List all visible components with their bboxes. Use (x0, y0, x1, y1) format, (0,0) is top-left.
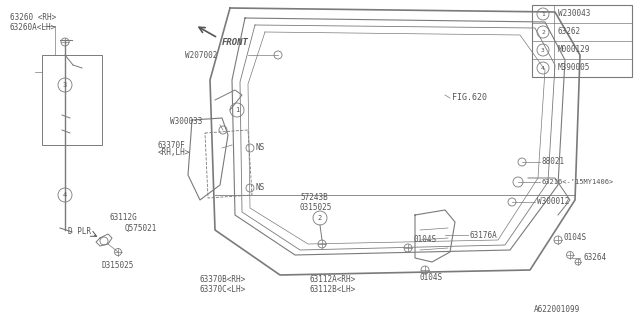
Text: 63112B<LH>: 63112B<LH> (310, 285, 356, 294)
Text: 3: 3 (541, 47, 545, 52)
Text: D PLR: D PLR (68, 228, 91, 236)
Text: 2: 2 (318, 215, 322, 221)
Bar (42, 55, 102, 145)
Text: <RH,LH>: <RH,LH> (158, 148, 190, 157)
Text: 1: 1 (235, 107, 239, 113)
Text: 63370F: 63370F (158, 140, 186, 149)
Text: FRONT: FRONT (222, 38, 249, 47)
Text: A622001099: A622001099 (534, 306, 580, 315)
Text: 63112A<RH>: 63112A<RH> (310, 276, 356, 284)
Text: 63112G: 63112G (110, 213, 138, 222)
Text: NS: NS (256, 183, 265, 193)
Text: 0104S: 0104S (564, 234, 587, 243)
Text: 63176A: 63176A (470, 230, 498, 239)
Text: 63262: 63262 (558, 28, 581, 36)
Text: Q575021: Q575021 (125, 223, 157, 233)
Text: NS: NS (256, 143, 265, 153)
Text: 63370C<LH>: 63370C<LH> (200, 285, 246, 294)
Text: 57243B: 57243B (300, 194, 328, 203)
Text: 1: 1 (541, 12, 545, 17)
Text: 88021: 88021 (542, 157, 565, 166)
Text: M390005: M390005 (558, 63, 590, 73)
Text: M000129: M000129 (558, 45, 590, 54)
Text: W300033: W300033 (170, 117, 202, 126)
Text: 63216<-'15MY1406>: 63216<-'15MY1406> (542, 179, 614, 185)
Text: W300012: W300012 (537, 197, 570, 206)
Text: 4: 4 (63, 192, 67, 198)
Text: W207002: W207002 (185, 51, 218, 60)
Bar (532, 5, 632, 77)
Text: 63260A<LH>: 63260A<LH> (10, 23, 56, 33)
Text: 0104S: 0104S (414, 236, 437, 244)
Text: 0104S: 0104S (420, 274, 443, 283)
Text: 4: 4 (541, 66, 545, 70)
Text: W230043: W230043 (558, 10, 590, 19)
Text: 63260 <RH>: 63260 <RH> (10, 13, 56, 22)
Text: D315025: D315025 (102, 261, 134, 270)
Text: 63370B<RH>: 63370B<RH> (200, 276, 246, 284)
Text: 3: 3 (63, 82, 67, 88)
Text: 63264: 63264 (583, 253, 606, 262)
Text: 2: 2 (541, 29, 545, 35)
Text: 0315025: 0315025 (300, 204, 332, 212)
Text: FIG.620: FIG.620 (452, 93, 487, 102)
